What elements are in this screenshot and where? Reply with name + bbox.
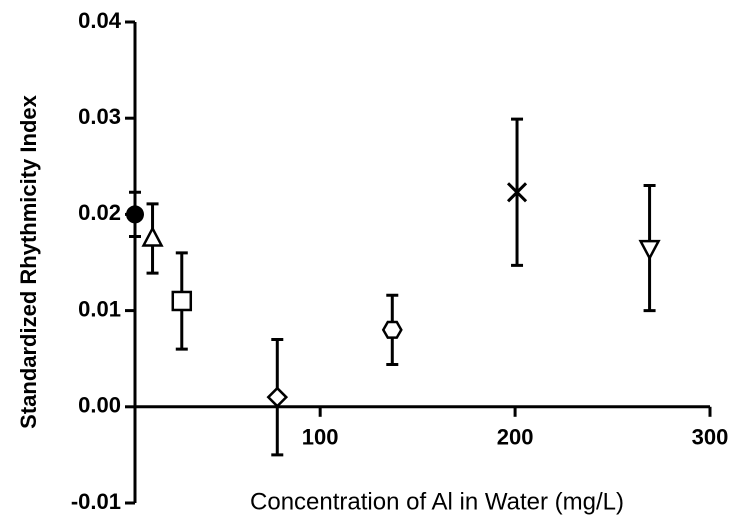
x-tick-label: 200 — [497, 425, 534, 450]
y-tick-label: 0.01 — [78, 296, 121, 321]
x-tick-label: 100 — [302, 425, 339, 450]
x-tick-label: 300 — [692, 425, 729, 450]
marker — [141, 225, 164, 247]
y-tick-label: -0.01 — [71, 489, 121, 514]
y-axis-label: Standardized Rhythmicity Index — [16, 94, 41, 428]
marker — [506, 182, 528, 203]
y-tick-label: 0.00 — [78, 393, 121, 418]
y-tick-label: 0.04 — [78, 8, 122, 33]
marker — [266, 386, 289, 408]
x-axis-label: Concentration of Al in Water (mg/L) — [250, 488, 624, 515]
marker — [126, 205, 144, 224]
marker — [381, 320, 403, 339]
y-tick-label: 0.02 — [78, 200, 121, 225]
marker — [171, 290, 193, 312]
marker — [638, 239, 661, 261]
y-tick-label: 0.03 — [78, 104, 121, 129]
